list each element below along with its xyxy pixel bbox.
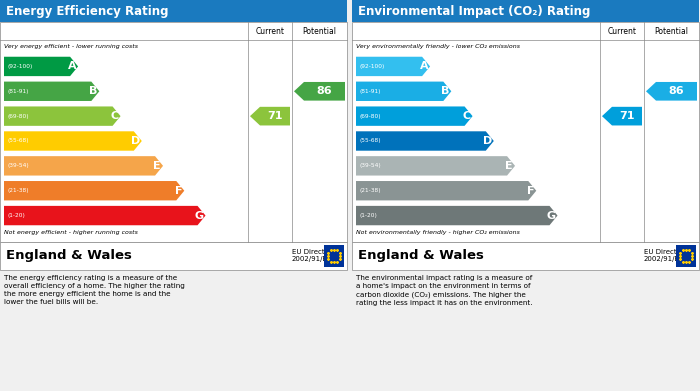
Text: EU Directive
2002/91/EC: EU Directive 2002/91/EC	[644, 249, 687, 262]
Text: (21-38): (21-38)	[359, 188, 381, 193]
Text: (39-54): (39-54)	[7, 163, 29, 169]
Bar	[352, 22, 699, 242]
Polygon shape	[356, 106, 473, 126]
Text: Not environmentally friendly - higher CO₂ emissions: Not environmentally friendly - higher CO…	[356, 230, 520, 235]
Bar	[352, 242, 699, 270]
Text: (39-54): (39-54)	[359, 163, 381, 169]
Bar	[352, 0, 699, 22]
Text: C: C	[463, 111, 470, 121]
Text: (81-91): (81-91)	[7, 89, 29, 94]
Polygon shape	[646, 82, 697, 100]
Polygon shape	[4, 82, 99, 101]
Text: Current: Current	[256, 27, 284, 36]
Text: Very energy efficient - lower running costs: Very energy efficient - lower running co…	[4, 44, 138, 49]
Text: (55-68): (55-68)	[359, 138, 381, 143]
Polygon shape	[602, 107, 642, 126]
Bar	[676, 245, 696, 267]
Text: D: D	[131, 136, 140, 146]
Text: Current: Current	[608, 27, 636, 36]
Text: D: D	[482, 136, 492, 146]
Polygon shape	[356, 181, 536, 201]
Text: Not energy efficient - higher running costs: Not energy efficient - higher running co…	[4, 230, 138, 235]
Text: (92-100): (92-100)	[359, 64, 384, 69]
Polygon shape	[4, 106, 120, 126]
Text: C: C	[111, 111, 118, 121]
Text: Very environmentally friendly - lower CO₂ emissions: Very environmentally friendly - lower CO…	[356, 44, 520, 49]
Text: 86: 86	[316, 86, 332, 96]
Polygon shape	[356, 57, 430, 76]
Text: (1-20): (1-20)	[359, 213, 377, 218]
Text: (81-91): (81-91)	[359, 89, 381, 94]
Text: Environmental Impact (CO₂) Rating: Environmental Impact (CO₂) Rating	[358, 5, 590, 18]
Text: B: B	[89, 86, 97, 96]
Polygon shape	[356, 156, 515, 176]
Text: G: G	[195, 211, 204, 221]
Polygon shape	[4, 206, 206, 225]
Text: Potential: Potential	[302, 27, 337, 36]
Polygon shape	[356, 206, 557, 225]
Bar	[324, 245, 344, 267]
Text: 86: 86	[668, 86, 685, 96]
Text: (21-38): (21-38)	[7, 188, 29, 193]
Text: E: E	[153, 161, 161, 171]
Bar	[0, 22, 347, 242]
Polygon shape	[294, 82, 345, 100]
Polygon shape	[250, 107, 290, 126]
Text: A: A	[419, 61, 428, 72]
Text: Energy Efficiency Rating: Energy Efficiency Rating	[6, 5, 169, 18]
Polygon shape	[4, 131, 142, 151]
Text: England & Wales: England & Wales	[358, 249, 484, 262]
Text: (55-68): (55-68)	[7, 138, 29, 143]
Text: B: B	[441, 86, 449, 96]
Polygon shape	[356, 82, 452, 101]
Text: A: A	[67, 61, 76, 72]
Text: EU Directive
2002/91/EC: EU Directive 2002/91/EC	[292, 249, 335, 262]
Bar	[0, 0, 347, 22]
Text: G: G	[547, 211, 556, 221]
Polygon shape	[356, 131, 494, 151]
Text: (92-100): (92-100)	[7, 64, 32, 69]
Text: E: E	[505, 161, 513, 171]
Text: The energy efficiency rating is a measure of the
overall efficiency of a home. T: The energy efficiency rating is a measur…	[4, 275, 185, 305]
Text: England & Wales: England & Wales	[6, 249, 132, 262]
Text: (69-80): (69-80)	[7, 114, 29, 118]
Text: The environmental impact rating is a measure of
a home's impact on the environme: The environmental impact rating is a mea…	[356, 275, 533, 305]
Text: F: F	[527, 186, 534, 196]
Text: (69-80): (69-80)	[359, 114, 381, 118]
Bar	[0, 242, 347, 270]
Text: Potential: Potential	[654, 27, 689, 36]
Text: F: F	[175, 186, 182, 196]
Polygon shape	[4, 57, 78, 76]
Polygon shape	[4, 156, 163, 176]
Text: 71: 71	[620, 111, 635, 121]
Text: (1-20): (1-20)	[7, 213, 25, 218]
Text: 71: 71	[267, 111, 283, 121]
Polygon shape	[4, 181, 184, 201]
